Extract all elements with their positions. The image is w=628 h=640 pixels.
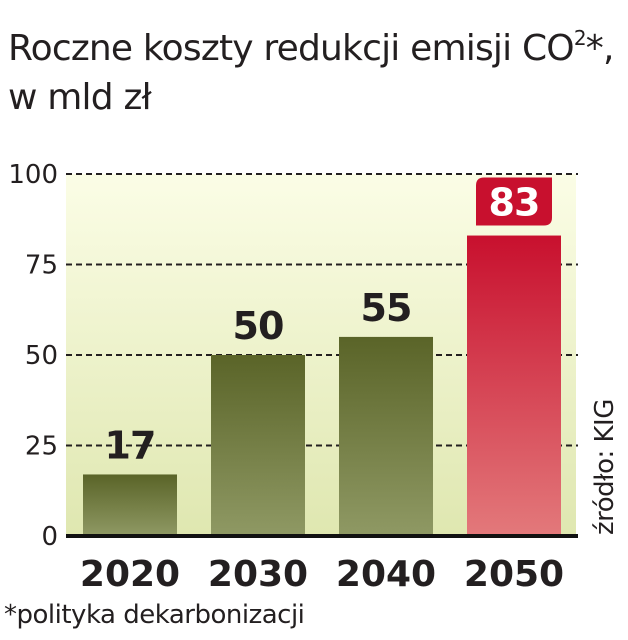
title-line2: w mld zł: [8, 77, 152, 118]
y-tick-label-50: 50: [25, 341, 58, 371]
bars: 17 50 55 83: [83, 177, 561, 537]
highlight-badge: [476, 177, 552, 226]
chart-title: Roczne koszty redukcji emisji CO2*, w mld…: [8, 24, 614, 122]
data-label-2020: 17: [105, 423, 156, 467]
y-axis-ticks: 0 25 50 75 100: [8, 160, 58, 552]
y-tick-label-100: 100: [8, 160, 58, 190]
source-credit: źródło: KIG: [590, 399, 620, 535]
data-label-2050: 83: [489, 181, 540, 225]
x-tick-label-2030: 2030: [208, 554, 308, 595]
title-main: Roczne koszty redukcji emisji CO: [8, 28, 575, 69]
bar-2030: [211, 355, 305, 536]
x-tick-label-2020: 2020: [80, 554, 180, 595]
y-tick-label-0: 0: [41, 522, 58, 552]
data-label-2030: 50: [233, 304, 284, 348]
data-label-2040: 55: [361, 286, 412, 330]
x-tick-label-2040: 2040: [336, 554, 436, 595]
bar-2050: [467, 235, 561, 537]
x-tick-label-2050: 2050: [464, 554, 564, 595]
y-tick-label-75: 75: [25, 251, 58, 281]
y-tick-label-25: 25: [25, 432, 58, 462]
footnote: *polityka dekarbonizacji: [4, 600, 305, 630]
title-suffix: *,: [585, 28, 615, 69]
bar-2020: [83, 474, 177, 536]
x-axis-ticks: 2020 2030 2040 2050: [80, 554, 564, 595]
bar-2040: [339, 336, 433, 536]
title-superscript: 2: [573, 26, 587, 50]
gridlines: [66, 173, 578, 447]
